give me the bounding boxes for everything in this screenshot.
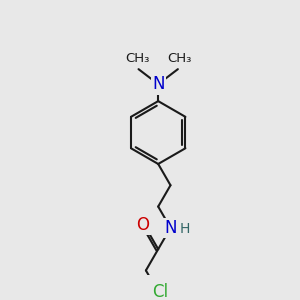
Text: N: N [165,219,177,237]
Text: CH₃: CH₃ [167,52,191,65]
Text: N: N [152,75,164,93]
Text: CH₃: CH₃ [125,52,149,65]
Text: O: O [136,215,149,233]
Text: Cl: Cl [152,284,168,300]
Text: H: H [179,222,190,236]
